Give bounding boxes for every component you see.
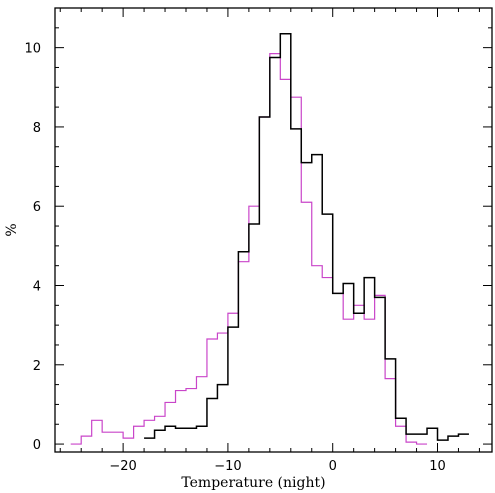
y-tick-label: 4 bbox=[33, 280, 41, 295]
ticks-layer: −20 −10 0 10 0 2 4 6 8 10 bbox=[24, 7, 492, 474]
x-tick-label: 10 bbox=[429, 459, 446, 474]
y-tick-label: 6 bbox=[33, 200, 41, 215]
x-tick-label: −20 bbox=[109, 459, 136, 474]
plot-frame bbox=[54, 7, 493, 453]
series-layer bbox=[70, 33, 469, 445]
y-tick-label: 8 bbox=[33, 121, 41, 136]
x-tick-label: −10 bbox=[214, 459, 241, 474]
x-tick-label: 0 bbox=[329, 459, 337, 474]
y-tick-label: 2 bbox=[33, 359, 41, 374]
histogram-series-1 bbox=[70, 52, 428, 445]
x-axis-title: Temperature (night) bbox=[181, 475, 325, 491]
y-axis-title: % bbox=[4, 223, 20, 236]
y-tick-label: 10 bbox=[24, 42, 41, 57]
histogram-series-2 bbox=[144, 33, 469, 441]
y-tick-label: 0 bbox=[33, 438, 41, 453]
